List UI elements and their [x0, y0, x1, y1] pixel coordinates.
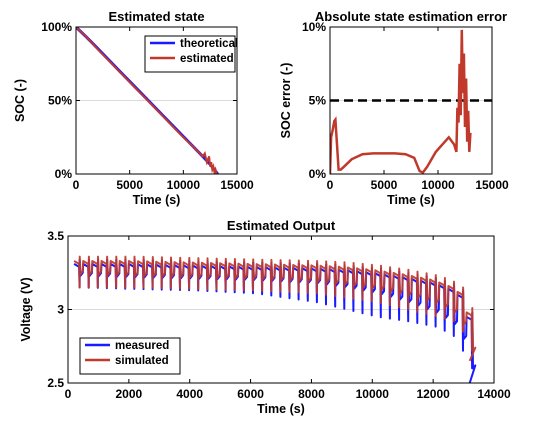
x-tick-label: 10000 [167, 178, 201, 192]
x-axis-label: Time (s) [387, 193, 435, 207]
legend-entry-theoretical: theoretical [180, 38, 238, 50]
x-tick-label: 8000 [298, 387, 325, 401]
legend-entry-estimated: estimated [180, 53, 234, 65]
series-line-estimated [76, 27, 218, 174]
x-tick-label: 10000 [421, 178, 455, 192]
plot-estimated-state: 0 5000 10000 15000 0% 50% 100% Estimated state T… [13, 9, 254, 207]
x-tick-label: 4000 [176, 387, 203, 401]
x-tick-label: 14000 [477, 387, 511, 401]
x-tick-label: 10000 [356, 387, 390, 401]
legend-entry-simulated: simulated [115, 355, 169, 367]
plot-state-estimation-error: 0 5000 10000 15000 0% 5% 10%Absolute state est… [279, 9, 509, 207]
chart-title: Absolute state estimation error [315, 9, 507, 24]
y-tick-label: 100% [41, 20, 72, 34]
y-tick-label: 10% [302, 20, 326, 34]
x-tick-label: 5000 [371, 178, 398, 192]
series-line-simulated [73, 255, 477, 362]
chart-title: Estimated Output [227, 218, 336, 233]
x-tick-label: 0 [73, 178, 80, 192]
x-tick-label: 0 [327, 178, 334, 192]
x-tick-label: 12000 [416, 387, 450, 401]
y-tick-label: 3 [57, 303, 64, 317]
legend-entry-measured: measured [115, 340, 169, 352]
y-tick-label: 50% [48, 94, 72, 108]
y-tick-label: 0% [309, 167, 327, 181]
y-tick-label: 5% [309, 94, 327, 108]
x-axis-label: Time (s) [257, 402, 305, 416]
x-tick-label: 2000 [116, 387, 143, 401]
plot-estimated-output: 0 2000 4000 6000 8000 10000 12000 14000 2.5 3 3.5 E… [19, 218, 511, 416]
x-tick-label: 15000 [475, 178, 509, 192]
x-tick-label: 5000 [116, 178, 143, 192]
x-tick-label: 0 [65, 387, 72, 401]
x-axis-label: Time (s) [133, 193, 181, 207]
y-tick-label: 0% [55, 167, 73, 181]
y-axis-label: Voltage (V) [19, 277, 33, 341]
x-tick-label: 6000 [237, 387, 264, 401]
x-tick-label: 15000 [220, 178, 254, 192]
chart-title: Estimated state [108, 9, 204, 24]
y-axis-label: SOC error (-) [279, 63, 293, 139]
y-tick-label: 2.5 [47, 376, 64, 390]
y-axis-label: SOC (-) [13, 79, 27, 122]
y-tick-label: 3.5 [47, 229, 64, 243]
series-line-error [330, 29, 472, 174]
